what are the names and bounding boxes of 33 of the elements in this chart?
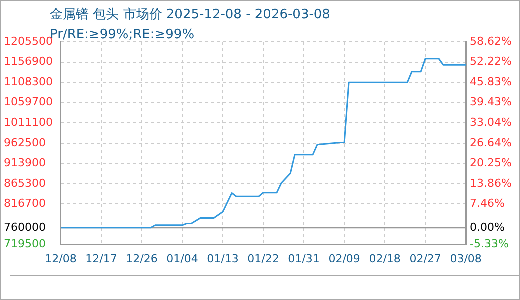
y2-tick-label: 26.64% xyxy=(470,136,512,150)
x-tick-label: 03/08 xyxy=(450,252,482,266)
y-tick-label: 962500 xyxy=(4,136,46,150)
x-tick-label: 12/26 xyxy=(126,252,158,266)
y2-tick-label: 0.00% xyxy=(470,220,506,234)
x-tick-label: 01/22 xyxy=(248,252,280,266)
y-tick-label: 1156900 xyxy=(4,55,53,68)
x-tick-label: 01/31 xyxy=(288,252,320,266)
y2-tick-label: 33.04% xyxy=(470,116,512,129)
y-tick-label: 1011100 xyxy=(4,116,53,129)
x-tick-label: 01/04 xyxy=(166,252,198,266)
y-tick-label: 1059700 xyxy=(4,96,53,109)
y2-tick-label: 58.62% xyxy=(470,34,512,48)
y2-tick-label: 20.25% xyxy=(470,156,512,170)
y-tick-label: 865300 xyxy=(4,176,46,190)
x-tick-label: 12/17 xyxy=(86,252,118,266)
y2-tick-label: 7.46% xyxy=(470,197,506,210)
y2-tick-label: 39.43% xyxy=(470,96,512,109)
y2-tick-label: 52.22% xyxy=(470,55,512,68)
y-tick-label: 913900 xyxy=(4,156,46,170)
y2-tick-label: 45.83% xyxy=(470,75,512,88)
y2-tick-label: 13.86% xyxy=(470,176,512,190)
x-tick-label: 02/09 xyxy=(328,252,360,266)
y-tick-label: 719500 xyxy=(4,238,46,251)
y2-tick-label: -5.33% xyxy=(470,238,509,251)
x-tick-label: 02/27 xyxy=(410,252,442,266)
x-tick-label: 12/08 xyxy=(45,252,77,266)
y-tick-label: 760000 xyxy=(4,220,46,234)
chart-title: 金属镨 包头 市场价 2025-12-08 - 2026-03-08 xyxy=(50,7,330,22)
x-tick-label: 02/18 xyxy=(369,252,401,266)
x-tick-label: 01/13 xyxy=(207,252,239,266)
y-tick-label: 816700 xyxy=(4,197,46,210)
y-tick-label: 1108300 xyxy=(4,75,53,88)
